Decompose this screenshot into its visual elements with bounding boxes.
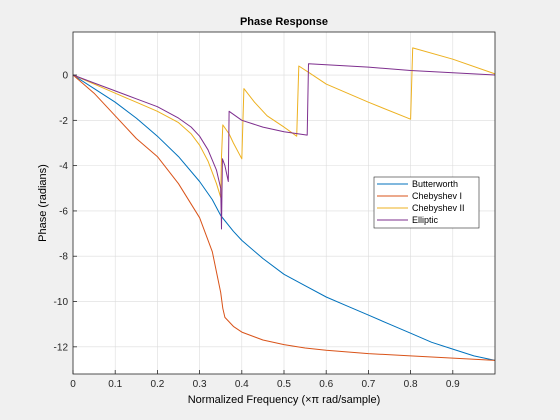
chart-title: Phase Response: [240, 16, 328, 28]
series-line-butterworth: [72, 74, 496, 361]
x-tick-label: 0.6: [319, 379, 333, 390]
y-tick-label: 0: [62, 71, 68, 82]
y-tick-label: -2: [59, 116, 68, 127]
y-axis-label: Phase (radians): [37, 164, 49, 242]
x-tick-label: 0: [70, 379, 76, 390]
series-line-chebyshev-ii: [72, 47, 496, 198]
legend-label-chebyshev-ii: Chebyshev II: [412, 203, 465, 213]
x-tick-label: 0.1: [108, 379, 122, 390]
legend-label-elliptic: Elliptic: [412, 215, 439, 225]
x-tick-label: 0.7: [361, 379, 375, 390]
tick-labels: 0 0.1 0.2 0.3 0.4 0.5 0.6 0.7 0.8 0.9 0 -2 -4 -6 -8 -10…: [54, 71, 461, 390]
legend: Butterworth Chebyshev I Chebyshev II Ell…: [373, 176, 480, 229]
legend-label-butterworth: Butterworth: [412, 179, 458, 189]
x-tick-label: 0.9: [446, 379, 460, 390]
y-tick-label: -12: [54, 342, 69, 353]
y-tick-label: -8: [59, 252, 68, 263]
x-tick-label: 0.8: [404, 379, 418, 390]
y-tick-label: -10: [54, 297, 69, 308]
series-layer: [72, 47, 496, 361]
y-tick-label: -6: [59, 206, 68, 217]
ticks: [72, 74, 454, 374]
x-axis-label: Normalized Frequency (×π rad/sample): [188, 394, 381, 406]
series-line-elliptic: [72, 63, 496, 230]
series-line-chebyshev-i: [72, 74, 496, 361]
x-tick-label: 0.3: [193, 379, 207, 390]
x-tick-label: 0.2: [150, 379, 164, 390]
legend-label-chebyshev-i: Chebyshev I: [412, 191, 462, 201]
x-tick-label: 0.4: [235, 379, 249, 390]
y-tick-label: -4: [59, 161, 68, 172]
x-tick-label: 0.5: [277, 379, 291, 390]
